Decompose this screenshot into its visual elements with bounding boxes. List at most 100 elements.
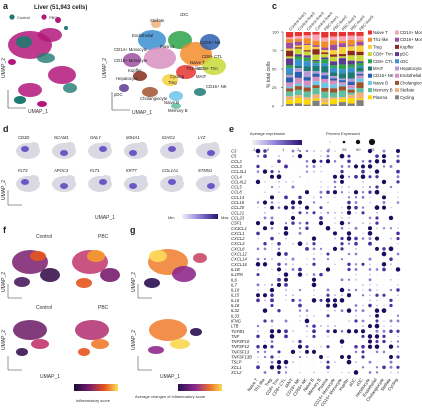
stacked-bar-segment [303, 97, 311, 100]
gene-feature-label: GNLY [90, 135, 102, 140]
dotplot-dot [270, 185, 274, 189]
dotplot-dot [319, 355, 323, 359]
dotplot-gene-label: TNFSF13 [231, 349, 250, 354]
dotplot-dot [333, 325, 337, 328]
dotplot-dot [285, 171, 287, 173]
dotplot-dot [353, 370, 359, 375]
umap-celltype-label: CD14+ Monocyte [114, 47, 148, 52]
dotplot-dot [340, 294, 344, 297]
dotplot-dot [348, 170, 350, 173]
stacked-bar-segment [312, 76, 320, 82]
dotplot-dot [326, 303, 330, 308]
dotplot-dot [292, 165, 294, 167]
dotplot-dot [298, 355, 302, 359]
dotplot-dot [397, 258, 399, 260]
dotplot-dot [285, 237, 287, 240]
dotplot-dot [285, 268, 287, 271]
dotplot-gene-label: IL10 [231, 288, 240, 293]
dotplot-dot [375, 221, 379, 225]
dotplot-dot [375, 366, 379, 369]
dotplot-dot [383, 289, 385, 291]
stacked-bar-segment [294, 48, 302, 55]
stacked-bar-segment [321, 63, 329, 67]
ytick-label: 0 [272, 104, 275, 109]
dotplot-dot [256, 154, 260, 158]
dotplot-dot [305, 242, 309, 245]
dotplot-dot [347, 186, 351, 189]
stacked-bar-segment [338, 47, 346, 55]
dotplot-dot [397, 299, 399, 301]
dotplot-dot [354, 236, 358, 241]
dotplot-dot [383, 346, 385, 348]
dotplot-dot [292, 171, 294, 172]
stacked-bar-segment [330, 54, 338, 57]
stacked-bar-segment [303, 85, 311, 88]
stacked-bar-segment [303, 104, 311, 106]
dotplot-dot [355, 356, 357, 358]
dotplot-dot [269, 174, 275, 179]
dotplot-dot [264, 206, 266, 209]
dotplot-dot [383, 217, 385, 219]
panel-a-left-ylabel: UMAP_2 [1, 58, 7, 78]
dotplot-dot [354, 319, 358, 323]
dotplot-dot [292, 197, 294, 198]
dotplot-dot [382, 201, 386, 204]
dotplot-dot [340, 278, 344, 282]
dotplot-dot [376, 263, 378, 265]
feature-umap-base [29, 142, 39, 150]
stacked-bar-segment [312, 94, 320, 99]
legend-swatch [395, 80, 399, 85]
dotplot-dot [389, 298, 393, 302]
stacked-bar-segment [347, 39, 355, 46]
dotplot-dot [278, 320, 280, 322]
stacked-bar-segment [330, 92, 338, 98]
dotplot-dot [367, 339, 373, 344]
dotplot-dot [389, 263, 393, 266]
dotplot-dot [264, 336, 266, 337]
dotplot-dot [348, 340, 350, 343]
dotplot-dot [354, 309, 358, 312]
stacked-bar-segment [294, 89, 302, 96]
dotplot-dot [292, 356, 294, 358]
dotplot-dot [327, 371, 329, 374]
gene-feature-label: FLT1 [90, 168, 99, 173]
dotplot-dot [369, 330, 371, 332]
dotplot-dot [278, 273, 280, 276]
dotplot-dot [256, 298, 260, 303]
dotplot-dot [311, 159, 317, 164]
dotplot-dot [257, 310, 259, 311]
dotplot-dot [327, 196, 329, 199]
dotplot-dot [264, 181, 266, 183]
dotplot-dot [362, 155, 364, 157]
dotplot-dot [382, 365, 386, 370]
dotplot-dot [327, 279, 329, 281]
dotplot-dot [362, 186, 364, 188]
dotplot-dot [278, 237, 280, 240]
dotplot-dot [285, 201, 287, 204]
panel-f-ylabel-bottom: UMAP_2 [1, 330, 7, 350]
dotplot-dot [312, 324, 316, 328]
stacked-bar-segment [294, 32, 302, 36]
dotplot-dot [292, 242, 294, 245]
dotplot-dot [374, 236, 380, 241]
dotplot-dot [334, 371, 336, 373]
dotplot-dot [284, 221, 288, 225]
dotplot-dot [305, 324, 309, 328]
dotplot-dot [367, 334, 373, 339]
umap-celltype-label: CD16+ Monocyte [114, 58, 148, 63]
legend-label: Th1-like [373, 37, 389, 42]
dotplot-dot [264, 305, 266, 306]
dotplot-dot [354, 205, 358, 210]
stacked-bar-segment [294, 103, 302, 106]
dotplot-dot [257, 186, 259, 188]
stacked-bar-segment [286, 58, 294, 65]
dotplot-dot [297, 200, 303, 205]
dotplot-dot [396, 154, 400, 158]
stacked-bar-segment [330, 99, 338, 105]
dotplot-dot [327, 243, 329, 244]
stacked-bar-segment [347, 103, 355, 106]
dotplot-dot [271, 165, 273, 168]
dotplot-dot [334, 315, 336, 317]
dotplot-dot [332, 298, 338, 303]
dotplot-dot [347, 196, 351, 199]
